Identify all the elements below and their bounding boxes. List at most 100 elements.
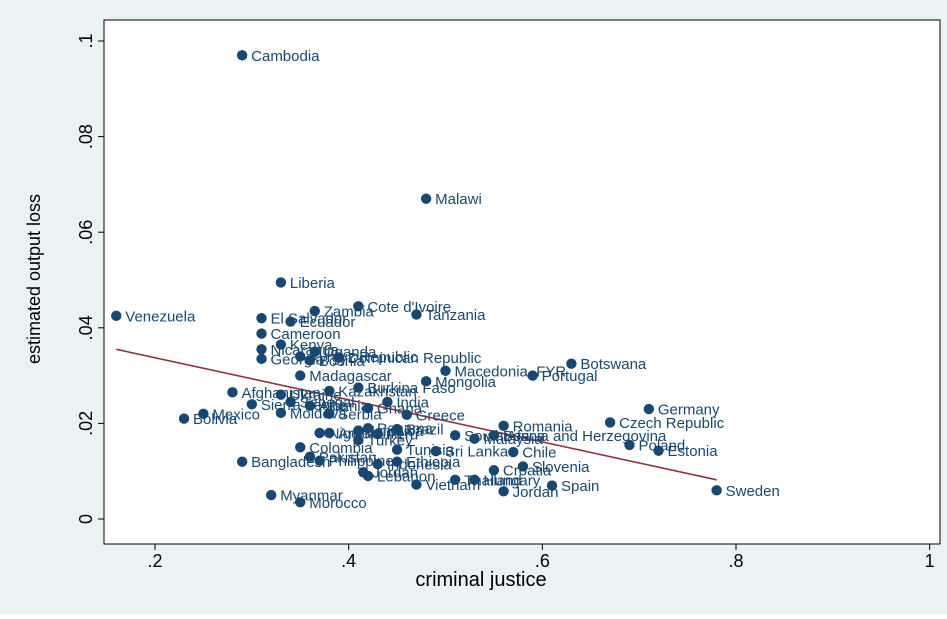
point-label: Cameroon — [271, 326, 341, 343]
data-point — [314, 455, 325, 466]
point-label: Indonesia — [387, 457, 453, 474]
data-point — [604, 417, 616, 428]
data-point — [469, 433, 480, 444]
point-label: Sri Lanka — [445, 444, 509, 461]
data-point — [488, 430, 500, 441]
point-label: Brazil — [406, 422, 444, 439]
data-point — [508, 446, 519, 458]
point-label: Mexico — [212, 406, 260, 423]
point-label: Cambodia — [251, 48, 320, 65]
point-label: Morocco — [309, 495, 367, 512]
point-label: Cote d'Ivoire — [367, 299, 451, 316]
point-label: Kazakhstan — [338, 383, 416, 400]
point-label: Nigeria — [329, 425, 377, 442]
data-point — [285, 316, 296, 327]
point-label: Liberia — [290, 275, 336, 292]
data-point — [546, 480, 558, 491]
point-label: Botswana — [580, 356, 647, 373]
x-tick-label: .8 — [728, 551, 743, 571]
point-label: Tanzania — [425, 307, 486, 324]
point-label: Burkina Faso — [367, 380, 455, 397]
data-point — [401, 409, 412, 420]
point-label: Kenya — [290, 337, 333, 354]
y-tick-label: .1 — [76, 33, 96, 48]
point-label: Lebanon — [377, 468, 435, 485]
x-tick-label: .4 — [341, 551, 356, 571]
data-point — [353, 425, 364, 436]
data-point — [295, 351, 306, 362]
point-label: Ukraine — [290, 387, 342, 404]
data-point — [256, 353, 267, 365]
point-label: Sweden — [726, 483, 780, 500]
point-label: Bosnia — [319, 353, 366, 370]
data-point — [304, 400, 316, 411]
point-label: Romania — [513, 418, 574, 435]
fit-line — [116, 348, 717, 481]
data-point — [266, 489, 277, 501]
data-point — [178, 413, 190, 424]
point-label: Ecuador — [300, 314, 356, 331]
data-point — [449, 474, 461, 486]
point-label: Malawi — [435, 191, 482, 208]
point-label: Jordan — [513, 484, 559, 501]
y-tick-label: .08 — [76, 124, 96, 149]
data-point — [256, 313, 267, 324]
point-label: Venezuela — [125, 308, 196, 325]
point-label: Peru — [387, 426, 419, 443]
data-point — [295, 370, 306, 381]
point-label: Hungary — [484, 472, 541, 489]
point-label: Colombia — [309, 440, 373, 457]
data-point — [353, 434, 364, 446]
point-label: Poland — [638, 437, 685, 454]
data-point — [624, 439, 635, 451]
point-label: Macedonia, FYR — [455, 363, 567, 380]
point-label: South Africa — [464, 428, 546, 445]
data-point — [411, 309, 422, 320]
point-label: Bolivia — [193, 411, 238, 428]
point-label: Philippines — [329, 453, 402, 470]
point-label: Nicaragua — [271, 342, 340, 359]
data-point — [566, 358, 577, 369]
data-point — [362, 402, 374, 414]
point-label: Pakistan — [319, 449, 377, 466]
x-tick-label: .2 — [147, 551, 162, 571]
data-point — [256, 328, 267, 339]
data-points: Cambodia Malawi Liberia Cote d'IvoireZambia… — [111, 48, 780, 512]
data-point — [275, 389, 287, 400]
point-label: Dominican Republic — [348, 350, 482, 367]
x-tick-label: .6 — [535, 551, 550, 571]
point-label: Chile — [522, 445, 556, 462]
data-point — [430, 445, 442, 457]
fit-line-group — [116, 348, 717, 481]
data-point — [227, 387, 238, 398]
data-point — [246, 399, 258, 410]
data-point — [333, 352, 345, 363]
point-label: Serbia — [338, 406, 382, 423]
point-label: Estonia — [668, 443, 719, 460]
data-point — [643, 403, 655, 415]
point-label: Moldova — [290, 405, 347, 422]
point-label: Vietnam — [425, 477, 480, 494]
data-point — [527, 370, 538, 381]
data-point — [295, 497, 306, 508]
y-tick-label: 0 — [76, 514, 96, 524]
data-point — [498, 486, 509, 497]
data-point — [440, 365, 451, 377]
data-point — [304, 355, 316, 366]
data-point — [304, 451, 316, 463]
point-label: Bangladesh — [251, 454, 330, 471]
data-point — [314, 427, 325, 439]
y-tick-label: .04 — [76, 315, 96, 340]
point-label: Spain — [561, 478, 599, 495]
data-point — [372, 458, 383, 470]
data-point — [391, 456, 403, 467]
y-tick-label: .06 — [76, 220, 96, 245]
data-point — [391, 444, 403, 455]
data-point — [391, 423, 403, 435]
point-label: Jordan — [372, 465, 418, 482]
data-point — [498, 420, 509, 431]
y-tick-label: .02 — [76, 411, 96, 436]
data-point — [353, 301, 364, 312]
